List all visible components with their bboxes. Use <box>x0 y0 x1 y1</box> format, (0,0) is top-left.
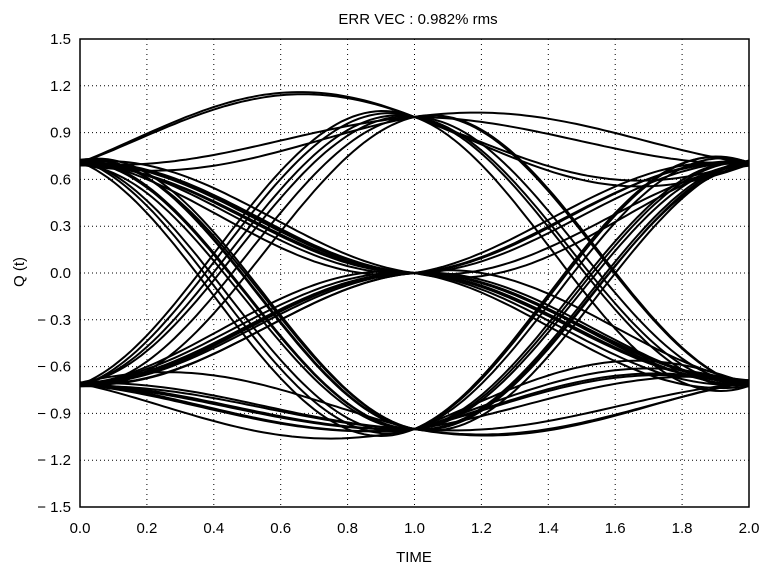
eye-traces <box>79 91 750 440</box>
y-tick-label: − 0.3 <box>37 312 71 329</box>
y-tick-label: 0.9 <box>50 125 71 142</box>
x-tick-label: 0.4 <box>203 520 224 537</box>
eye-trace <box>79 112 750 388</box>
y-tick-label: 0.6 <box>50 171 71 188</box>
plot-frame <box>79 38 750 508</box>
x-tick-label: 1.0 <box>404 520 425 537</box>
y-axis-label: Q (t) <box>11 257 28 287</box>
y-tick-label: − 0.9 <box>37 405 71 422</box>
eye-trace <box>79 156 750 435</box>
x-tick-label: 0.0 <box>70 520 91 537</box>
x-tick-label: 1.6 <box>605 520 626 537</box>
chart-title: ERR VEC : 0.982% rms <box>338 11 497 28</box>
x-axis-label: TIME <box>396 549 432 566</box>
x-tick-label: 1.4 <box>538 520 559 537</box>
x-tick-label: 1.8 <box>672 520 693 537</box>
y-tick-labels: 1.5 1.2 0.9 0.6 0.3 0.0 − 0.3 − 0.6 − 0.9 − 1.2 − … <box>37 31 71 516</box>
y-tick-label: − 1.2 <box>37 452 71 469</box>
x-tick-label: 2.0 <box>739 520 760 537</box>
x-tick-labels: 0.0 0.2 0.4 0.6 0.8 1.0 1.2 1.4 1.6 1.8 2.0 <box>70 520 760 537</box>
y-tick-label: 1.2 <box>50 78 71 95</box>
y-tick-label: − 1.5 <box>37 499 71 516</box>
x-tick-label: 1.2 <box>471 520 492 537</box>
eye-trace <box>80 164 750 387</box>
y-tick-label: 1.5 <box>50 31 71 48</box>
y-tick-label: 0.0 <box>50 265 71 282</box>
y-tick-label: 0.3 <box>50 218 71 235</box>
y-tick-label: − 0.6 <box>37 359 71 376</box>
x-tick-label: 0.6 <box>270 520 291 537</box>
x-tick-label: 0.2 <box>136 520 157 537</box>
x-tick-label: 0.8 <box>337 520 358 537</box>
